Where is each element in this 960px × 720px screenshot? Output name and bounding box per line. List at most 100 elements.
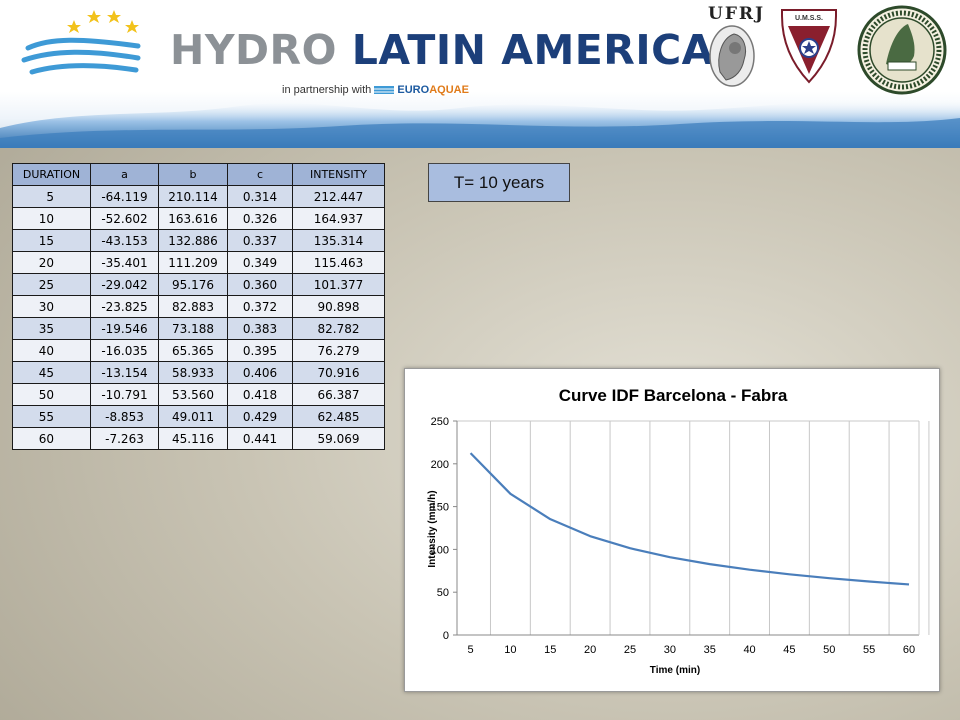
y-tick-label: 0 (443, 630, 449, 642)
x-axis-title: Time (min) (650, 665, 700, 676)
table-row: 15 -43.153 132.886 0.337 135.314 (12, 229, 385, 252)
table-cell-duration: 20 (12, 251, 91, 274)
table-cell-b: 82.883 (158, 295, 228, 318)
table-cell-a: -7.263 (90, 427, 159, 450)
table-cell-a: -29.042 (90, 273, 159, 296)
x-tick-label: 45 (783, 644, 795, 656)
euroaquae-waves-icon (374, 86, 395, 95)
table-cell-a: -10.791 (90, 383, 159, 406)
x-tick-label: 60 (903, 644, 915, 656)
table-cell-a: -19.546 (90, 317, 159, 340)
column-header-a: a (90, 163, 159, 186)
table-cell-c: 0.337 (227, 229, 293, 252)
table-cell-duration: 25 (12, 273, 91, 296)
table-row: 10 -52.602 163.616 0.326 164.937 (12, 207, 385, 230)
return-period-box: T= 10 years (428, 163, 570, 202)
hydro-latin-america-logo: HYDRO LATIN AMERICA (20, 6, 713, 96)
table-cell-a: -35.401 (90, 251, 159, 274)
table-cell-intensity: 101.377 (292, 273, 385, 296)
table-cell-intensity: 62.485 (292, 405, 385, 428)
table-cell-intensity: 212.447 (292, 185, 385, 208)
y-axis-title: Intensity (mm/h) (427, 490, 438, 567)
idf-chart-svg: Curve IDF Barcelona - Fabra 0 50 100 150 200… (427, 386, 930, 676)
table-cell-a: -13.154 (90, 361, 159, 384)
table-row: 55 -8.853 49.011 0.429 62.485 (12, 405, 385, 428)
euroaquae-logo: EUROAQUAE (397, 84, 469, 96)
umss-shield-logo: U.M.S.S. (781, 9, 837, 84)
table-row: 50 -10.791 53.560 0.418 66.387 (12, 383, 385, 406)
table-cell-c: 0.349 (227, 251, 293, 274)
site-title: HYDRO LATIN AMERICA (170, 26, 714, 74)
idf-chart: Curve IDF Barcelona - Fabra 0 50 100 150 200… (404, 368, 940, 692)
partner-brand-aquae: AQUAE (429, 84, 469, 96)
table-cell-a: -8.853 (90, 405, 159, 428)
header-banner: HYDRO LATIN AMERICA in partnership with … (0, 0, 960, 148)
x-tick-label: 50 (823, 644, 835, 656)
column-header-intensity: INTENSITY (292, 163, 385, 186)
x-tick-label: 40 (743, 644, 755, 656)
table-cell-c: 0.441 (227, 427, 293, 450)
chart-series (469, 452, 910, 586)
table-cell-b: 58.933 (158, 361, 228, 384)
table-cell-c: 0.418 (227, 383, 293, 406)
column-header-b: b (158, 163, 228, 186)
table-cell-intensity: 115.463 (292, 251, 385, 274)
partner-prefix: in partnership with (282, 84, 372, 96)
ufrj-label: UFRJ (708, 4, 766, 24)
table-row: 25 -29.042 95.176 0.360 101.377 (12, 273, 385, 296)
umss-label: U.M.S.S. (795, 15, 823, 22)
table-cell-intensity: 59.069 (292, 427, 385, 450)
table-cell-b: 49.011 (158, 405, 228, 428)
y-tick-label: 200 (431, 459, 449, 471)
table-cell-b: 210.114 (158, 185, 228, 208)
table-cell-c: 0.383 (227, 317, 293, 340)
table-row: 45 -13.154 58.933 0.406 70.916 (12, 361, 385, 384)
table-cell-intensity: 66.387 (292, 383, 385, 406)
table-cell-duration: 10 (12, 207, 91, 230)
table-cell-b: 163.616 (158, 207, 228, 230)
table-cell-c: 0.395 (227, 339, 293, 362)
y-tick-label: 50 (437, 587, 449, 599)
series-line-intensity (469, 452, 910, 586)
table-cell-a: -52.602 (90, 207, 159, 230)
table-row: 30 -23.825 82.883 0.372 90.898 (12, 295, 385, 318)
title-word-2: LATIN AMERICA (351, 26, 714, 74)
table-cell-b: 95.176 (158, 273, 228, 296)
table-cell-duration: 45 (12, 361, 91, 384)
table-header-row: DURATION a b c INTENSITY (12, 163, 385, 186)
table-cell-duration: 55 (12, 405, 91, 428)
x-tick-label: 5 (467, 644, 473, 656)
table-cell-c: 0.314 (227, 185, 293, 208)
table-cell-intensity: 164.937 (292, 207, 385, 230)
table-cell-duration: 50 (12, 383, 91, 406)
table-cell-duration: 30 (12, 295, 91, 318)
table-cell-intensity: 90.898 (292, 295, 385, 318)
idf-parameters-table: DURATION a b c INTENSITY 5 -64.119 210.114 0.31… (12, 163, 385, 450)
table-cell-intensity: 76.279 (292, 339, 385, 362)
table-cell-a: -23.825 (90, 295, 159, 318)
table-row: 35 -19.546 73.188 0.383 82.782 (12, 317, 385, 340)
table-cell-b: 132.886 (158, 229, 228, 252)
table-cell-duration: 5 (12, 185, 91, 208)
universidad-litoral-seal-logo (857, 5, 947, 95)
chart-axes (456, 421, 920, 636)
table-cell-c: 0.326 (227, 207, 293, 230)
ufrj-minerva-logo (709, 25, 755, 87)
chart-title: Curve IDF Barcelona - Fabra (559, 386, 788, 405)
table-row: 5 -64.119 210.114 0.314 212.447 (12, 185, 385, 208)
table-cell-c: 0.429 (227, 405, 293, 428)
partner-brand-euro: EURO (397, 84, 430, 96)
table-cell-b: 73.188 (158, 317, 228, 340)
column-header-c: c (227, 163, 293, 186)
table-cell-c: 0.406 (227, 361, 293, 384)
y-tick-label: 100 (431, 544, 449, 556)
table-cell-c: 0.360 (227, 273, 293, 296)
table-cell-b: 45.116 (158, 427, 228, 450)
table-cell-b: 65.365 (158, 339, 228, 362)
table-cell-duration: 40 (12, 339, 91, 362)
x-tick-label: 55 (863, 644, 875, 656)
table-cell-a: -64.119 (90, 185, 159, 208)
table-cell-duration: 15 (12, 229, 91, 252)
table-cell-duration: 60 (12, 427, 91, 450)
chart-grid (457, 420, 930, 635)
